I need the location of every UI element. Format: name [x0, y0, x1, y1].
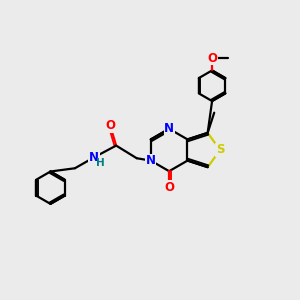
Text: S: S: [216, 143, 224, 157]
Text: O: O: [164, 181, 174, 194]
Text: N: N: [146, 154, 156, 167]
Text: O: O: [105, 119, 115, 132]
Text: H: H: [96, 158, 105, 168]
Text: N: N: [164, 122, 174, 135]
Text: N: N: [89, 151, 99, 164]
Text: O: O: [207, 52, 217, 64]
